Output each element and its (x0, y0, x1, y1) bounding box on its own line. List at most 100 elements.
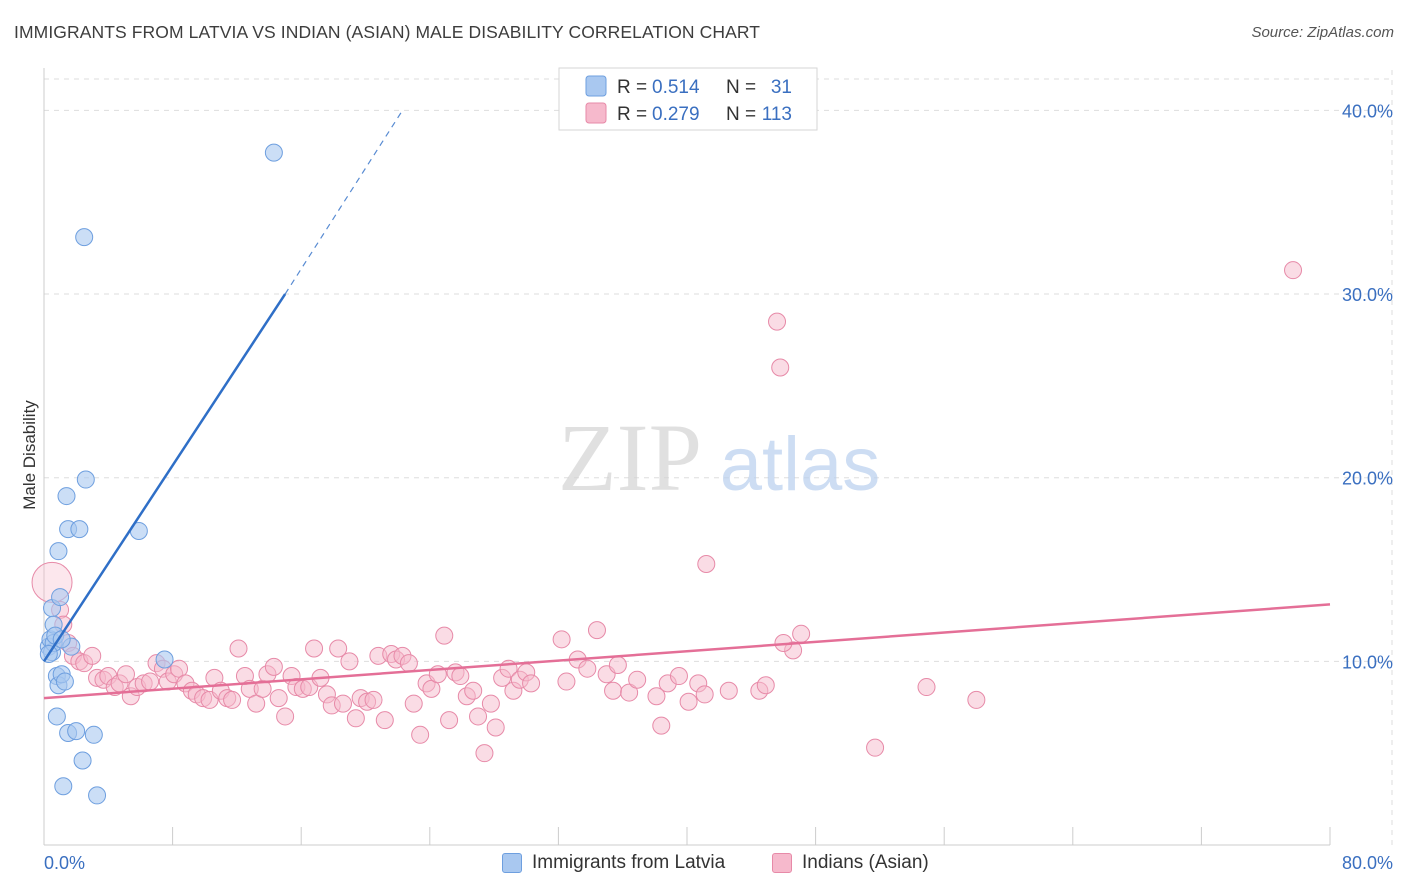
point-indians-55 (364, 690, 383, 709)
x-tick-labels: 0.0% 80.0% (44, 853, 1393, 873)
point-indians-84 (557, 672, 576, 691)
point-indians-110 (771, 358, 790, 377)
point-indians-63 (411, 725, 430, 744)
legend-swatch-pink (585, 102, 607, 124)
point-indians-72 (464, 681, 483, 700)
point-indians-86 (578, 659, 597, 678)
point-latvia-9 (51, 588, 70, 607)
point-indians-75 (481, 694, 500, 713)
legend-item-latvia: Immigrants from Latvia (502, 852, 725, 874)
point-indians-108 (1284, 261, 1303, 280)
point-indians-82 (522, 674, 541, 693)
point-indians-111 (768, 312, 787, 331)
point-latvia-27 (264, 143, 283, 162)
point-indians-57 (375, 711, 394, 730)
trend-latvia-extension (284, 110, 403, 295)
grid-lines (44, 70, 1393, 845)
point-indians-105 (866, 738, 885, 757)
point-indians-99 (697, 555, 716, 574)
point-indians-7 (83, 646, 102, 665)
legend-swatch-latvia (502, 853, 522, 873)
y-tick-label-1: 20.0% (1342, 469, 1393, 489)
point-indians-96 (679, 692, 698, 711)
legend-n-value-blue: 31 (771, 77, 792, 98)
x-tick-label-1: 80.0% (1342, 853, 1393, 873)
point-indians-87 (587, 621, 606, 640)
point-indians-76 (486, 718, 505, 737)
point-latvia-22 (76, 470, 95, 489)
point-indians-107 (967, 690, 986, 709)
point-indians-104 (792, 624, 811, 643)
point-indians-50 (333, 694, 352, 713)
legend-n-value-pink: 113 (762, 104, 792, 125)
point-indians-51 (340, 652, 359, 671)
y-tick-label-2: 30.0% (1342, 285, 1393, 305)
point-indians-45 (305, 639, 324, 658)
point-latvia-8 (49, 542, 68, 561)
axes (43, 68, 1331, 846)
point-indians-89 (604, 681, 623, 700)
point-indians-62 (404, 694, 423, 713)
point-indians-13 (116, 665, 135, 684)
y-axis-label: Male Disability (20, 400, 39, 510)
point-indians-38 (264, 657, 283, 676)
legend-swatch-indians (772, 853, 792, 873)
bottom-legend: Immigrants from Latvia Indians (Asian) (0, 852, 1406, 878)
point-indians-32 (229, 639, 248, 658)
watermark: ZIP atlas (558, 404, 880, 511)
point-indians-106 (917, 678, 936, 697)
point-indians-68 (440, 711, 459, 730)
point-indians-73 (469, 707, 488, 726)
point-latvia-12 (54, 777, 73, 796)
x-tick-label-0: 0.0% (44, 853, 85, 873)
legend-item-indians: Indians (Asian) (772, 852, 929, 874)
point-indians-92 (628, 670, 647, 689)
point-indians-94 (652, 716, 671, 735)
point-indians-52 (346, 709, 365, 728)
y-tick-label-0: 10.0% (1342, 652, 1393, 672)
legend-r-label-blue: R = (617, 77, 647, 98)
trend-indians (43, 603, 1331, 700)
point-latvia-20 (73, 751, 92, 770)
legend-n-label-blue: N = (726, 77, 756, 98)
point-indians-93 (647, 687, 666, 706)
point-indians-61 (399, 654, 418, 673)
point-latvia-23 (84, 725, 103, 744)
point-latvia-30 (52, 630, 71, 649)
series-immigrants-from-latvia (39, 143, 283, 805)
point-indians-91 (620, 683, 639, 702)
legend-n-label-pink: N = (726, 104, 756, 125)
point-indians-67 (435, 626, 454, 645)
series-indians-asian (31, 261, 1303, 763)
trend-latvia (42, 293, 287, 663)
chart-title: IMMIGRANTS FROM LATVIA VS INDIAN (ASIAN)… (14, 22, 761, 42)
point-latvia-14 (57, 487, 76, 506)
point-indians-74 (475, 744, 494, 763)
point-indians-112 (669, 667, 688, 686)
point-latvia-21 (75, 228, 94, 247)
point-indians-90 (608, 656, 627, 675)
trend-lines (42, 110, 1331, 700)
point-indians-98 (695, 685, 714, 704)
source-label: Source: ZipAtlas.com (1251, 24, 1394, 41)
point-indians-100 (719, 681, 738, 700)
point-latvia-18 (67, 722, 86, 741)
y-tick-labels: 10.0% 20.0% 30.0% 40.0% (1342, 101, 1393, 672)
point-indians-70 (451, 667, 470, 686)
point-latvia-13 (55, 672, 74, 691)
point-latvia-24 (88, 786, 107, 805)
watermark-zip: ZIP (558, 404, 702, 511)
point-latvia-26 (155, 650, 174, 669)
point-indians-83 (552, 630, 571, 649)
watermark-atlas: atlas (720, 422, 881, 507)
point-indians-39 (269, 689, 288, 708)
legend-label-indians: Indians (Asian) (802, 852, 929, 873)
point-indians-49 (329, 639, 348, 658)
point-indians-40 (276, 707, 295, 726)
legend-r-value-pink: 0.279 (652, 104, 700, 125)
point-indians-31 (223, 690, 242, 709)
legend-r-label-pink: R = (617, 104, 647, 125)
point-indians-102 (756, 676, 775, 695)
point-indians-17 (141, 672, 160, 691)
